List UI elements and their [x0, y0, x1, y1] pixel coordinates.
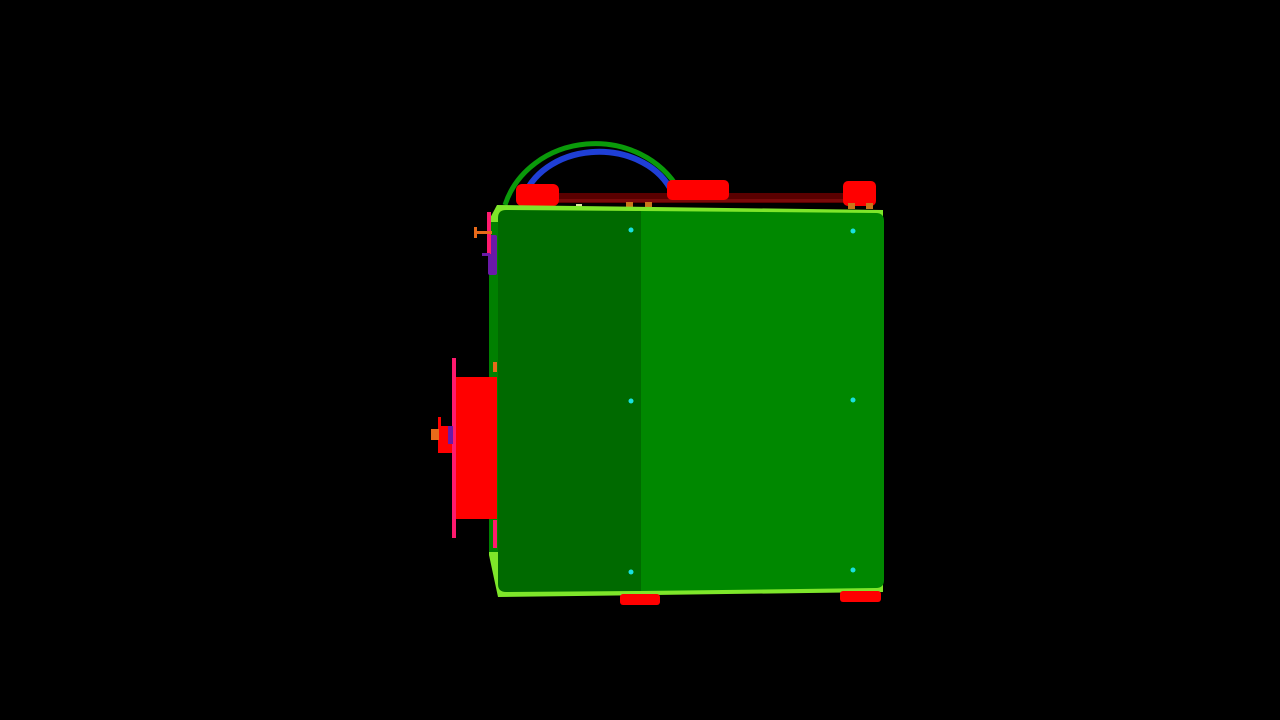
top-foot-left	[516, 184, 559, 206]
side-plate	[452, 358, 456, 538]
top-foot-middle	[667, 180, 729, 200]
side-motor-strip-lower	[493, 520, 497, 548]
top-rail-highlight	[556, 199, 848, 202]
screw-dot	[628, 227, 634, 233]
screw-dot	[850, 567, 856, 573]
bottom-foot-right	[840, 591, 881, 602]
front-panel-shade	[498, 210, 641, 592]
motor-shaft-pin	[438, 417, 441, 429]
top-bolt	[848, 203, 855, 209]
top-bolt	[626, 202, 633, 208]
connector-upper	[476, 231, 492, 234]
side-motor-strip	[493, 362, 497, 372]
spool-arc-outer	[502, 141, 682, 206]
screw-dot	[628, 398, 634, 404]
bottom-foot-left	[620, 594, 660, 605]
top-foot-right	[843, 181, 876, 206]
connector-upper-cap	[482, 253, 490, 256]
connector-upper-tip	[474, 227, 477, 238]
side-motor	[456, 377, 497, 519]
screw-dot	[850, 397, 856, 403]
motor-connector	[431, 429, 439, 440]
motor-connector-bracket	[448, 426, 453, 444]
top-bolt	[645, 202, 652, 208]
screw-dot	[628, 569, 634, 575]
screw-dot	[850, 228, 856, 234]
front-panel	[641, 211, 884, 591]
top-bolt	[866, 203, 873, 209]
spool-arc-inner	[520, 148, 673, 201]
